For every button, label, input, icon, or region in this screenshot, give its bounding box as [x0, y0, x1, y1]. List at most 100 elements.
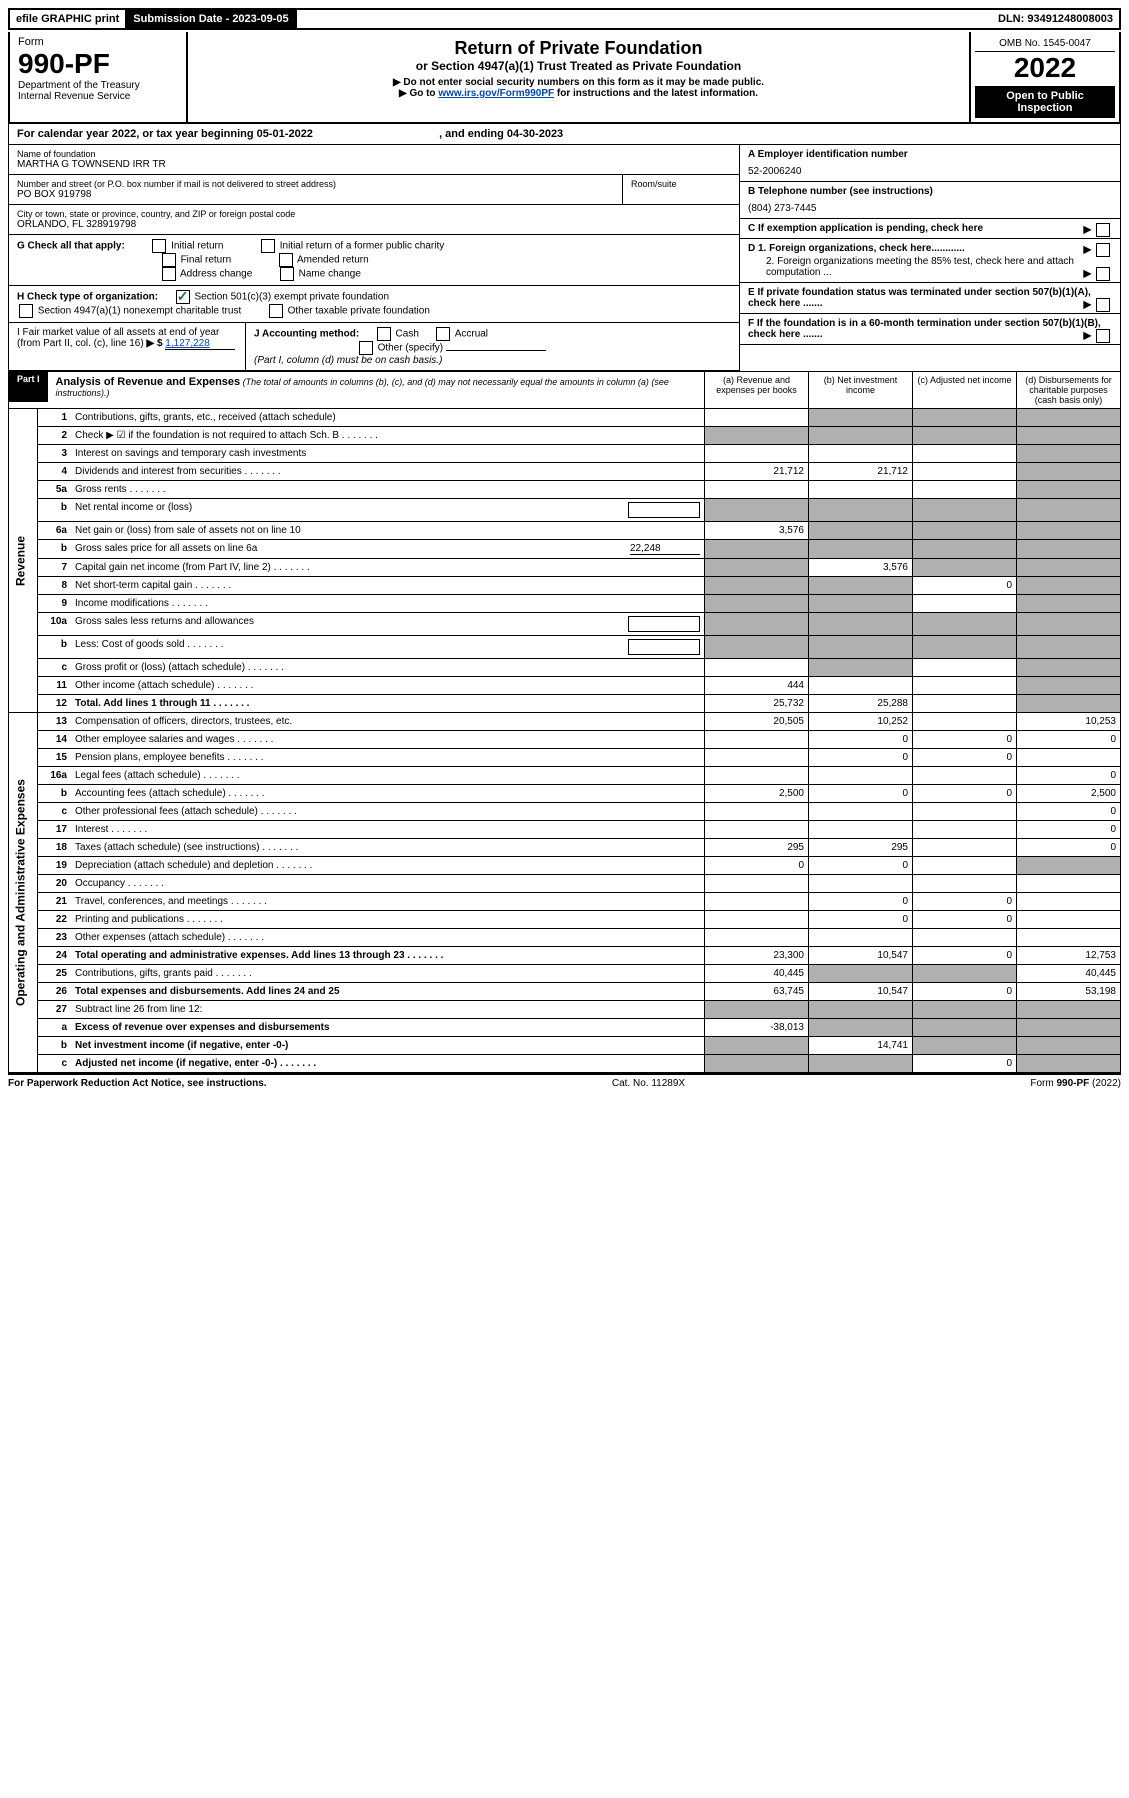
header-left: Form 990-PF Department of the Treasury I… — [10, 32, 188, 122]
name-change-checkbox[interactable] — [280, 267, 294, 281]
amount-cell: 40,445 — [705, 965, 809, 983]
form-number: 990-PF — [18, 48, 178, 80]
line-number: 9 — [38, 595, 72, 613]
4947-checkbox[interactable] — [19, 304, 33, 318]
table-row: 8Net short-term capital gain . . . . . .… — [9, 577, 1121, 595]
h-label: H Check type of organization: — [17, 292, 158, 303]
g-initial: Initial return — [171, 241, 223, 252]
amount-cell — [705, 731, 809, 749]
line-number: c — [38, 659, 72, 677]
amount-cell — [809, 929, 913, 947]
d2-checkbox[interactable] — [1096, 267, 1110, 281]
fmv-value[interactable]: 1,127,228 — [165, 338, 235, 350]
501c3-checkbox[interactable] — [176, 290, 190, 304]
amount-cell: 23,300 — [705, 947, 809, 965]
amount-cell — [705, 929, 809, 947]
line-label: Travel, conferences, and meetings . . . … — [71, 893, 705, 911]
initial-return-checkbox[interactable] — [152, 239, 166, 253]
dept-label: Department of the Treasury — [18, 80, 178, 91]
table-row: cAdjusted net income (if negative, enter… — [9, 1055, 1121, 1073]
table-row: Operating and Administrative Expenses13C… — [9, 713, 1121, 731]
amount-cell — [1017, 463, 1121, 481]
e-checkbox[interactable] — [1096, 298, 1110, 312]
amount-cell: 10,253 — [1017, 713, 1121, 731]
amount-cell — [705, 577, 809, 595]
name-label: Name of foundation — [17, 149, 731, 159]
table-row: 15Pension plans, employee benefits . . .… — [9, 749, 1121, 767]
table-row: 19Depreciation (attach schedule) and dep… — [9, 857, 1121, 875]
line-number: 11 — [38, 677, 72, 695]
table-row: 18Taxes (attach schedule) (see instructi… — [9, 839, 1121, 857]
amount-cell: 444 — [705, 677, 809, 695]
amount-cell — [1017, 659, 1121, 677]
line-number: b — [38, 499, 72, 522]
footer-form-num: 990-PF — [1056, 1078, 1089, 1089]
table-row: 16aLegal fees (attach schedule) . . . . … — [9, 767, 1121, 785]
info-right-col: A Employer identification number 52-2006… — [740, 145, 1120, 371]
table-row: bLess: Cost of goods sold . . . . . . . — [9, 636, 1121, 659]
amount-cell — [809, 1001, 913, 1019]
j-accrual: Accrual — [455, 329, 488, 340]
line-label: Gross profit or (loss) (attach schedule)… — [71, 659, 705, 677]
amount-cell — [809, 522, 913, 540]
table-row: 5aGross rents . . . . . . . — [9, 481, 1121, 499]
line-label: Other professional fees (attach schedule… — [71, 803, 705, 821]
other-method-checkbox[interactable] — [359, 341, 373, 355]
line-label: Compensation of officers, directors, tru… — [71, 713, 705, 731]
c-checkbox[interactable] — [1096, 223, 1110, 237]
table-row: aExcess of revenue over expenses and dis… — [9, 1019, 1121, 1037]
final-return-checkbox[interactable] — [162, 253, 176, 267]
cash-checkbox[interactable] — [377, 327, 391, 341]
line-number: 16a — [38, 767, 72, 785]
amount-cell — [1017, 613, 1121, 636]
table-row: 23Other expenses (attach schedule) . . .… — [9, 929, 1121, 947]
table-row: 21Travel, conferences, and meetings . . … — [9, 893, 1121, 911]
table-row: 3Interest on savings and temporary cash … — [9, 445, 1121, 463]
amount-cell — [705, 803, 809, 821]
line-number: 14 — [38, 731, 72, 749]
amount-cell: 2,500 — [1017, 785, 1121, 803]
amount-cell: 3,576 — [705, 522, 809, 540]
amount-cell — [1017, 595, 1121, 613]
e-cell: E If private foundation status was termi… — [740, 283, 1120, 314]
amount-cell: 25,288 — [809, 695, 913, 713]
amended-return-checkbox[interactable] — [279, 253, 293, 267]
addr-label: Number and street (or P.O. box number if… — [17, 179, 614, 189]
amount-cell: 0 — [1017, 731, 1121, 749]
table-row: bGross sales price for all assets on lin… — [9, 540, 1121, 559]
initial-former-checkbox[interactable] — [261, 239, 275, 253]
d1-checkbox[interactable] — [1096, 243, 1110, 257]
line-label: Excess of revenue over expenses and disb… — [71, 1019, 705, 1037]
amount-cell: 53,198 — [1017, 983, 1121, 1001]
form990pf-link[interactable]: www.irs.gov/Form990PF — [438, 88, 554, 99]
addr-change-checkbox[interactable] — [162, 267, 176, 281]
table-row: 6aNet gain or (loss) from sale of assets… — [9, 522, 1121, 540]
amount-cell: 10,547 — [809, 983, 913, 1001]
amount-cell: 0 — [1017, 839, 1121, 857]
line-label: Check ▶ ☑ if the foundation is not requi… — [71, 427, 705, 445]
amount-cell — [705, 767, 809, 785]
h-501c3: Section 501(c)(3) exempt private foundat… — [194, 292, 389, 303]
f-checkbox[interactable] — [1096, 329, 1110, 343]
amount-cell — [705, 749, 809, 767]
accrual-checkbox[interactable] — [436, 327, 450, 341]
other-taxable-checkbox[interactable] — [269, 304, 283, 318]
amount-cell: 14,741 — [809, 1037, 913, 1055]
line-label: Subtract line 26 from line 12: — [71, 1001, 705, 1019]
phone-label: B Telephone number (see instructions) — [748, 186, 1112, 197]
line-number: c — [38, 803, 72, 821]
ein-value: 52-2006240 — [748, 166, 1112, 177]
address-row: Number and street (or P.O. box number if… — [9, 175, 739, 205]
table-row: 17Interest . . . . . . .0 — [9, 821, 1121, 839]
amount-cell — [913, 1019, 1017, 1037]
footer-year: 2022 — [1095, 1078, 1117, 1089]
amount-cell — [705, 893, 809, 911]
amount-cell — [705, 427, 809, 445]
line-number: 21 — [38, 893, 72, 911]
amount-cell: 0 — [809, 893, 913, 911]
amount-cell: -38,013 — [705, 1019, 809, 1037]
table-row: 9Income modifications . . . . . . . — [9, 595, 1121, 613]
amount-cell: 0 — [1017, 767, 1121, 785]
line-number: c — [38, 1055, 72, 1073]
line-label: Contributions, gifts, grants paid . . . … — [71, 965, 705, 983]
